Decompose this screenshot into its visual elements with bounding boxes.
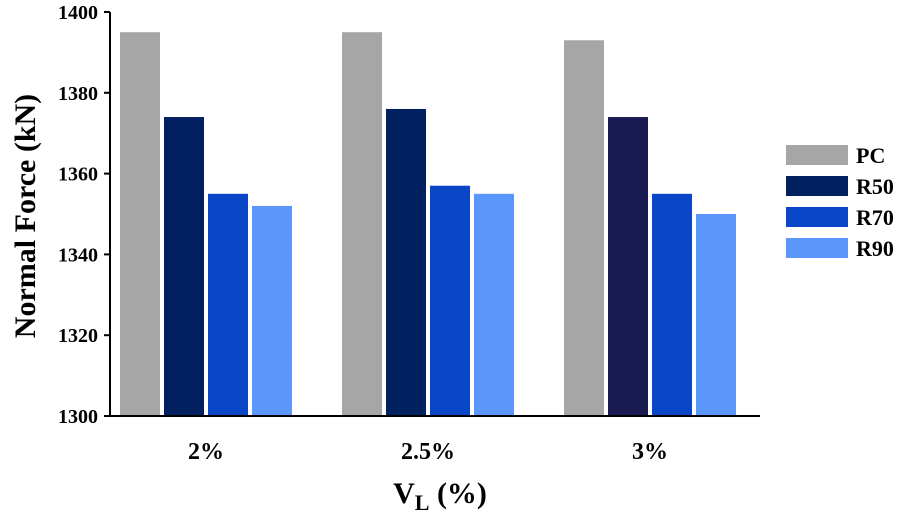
x-axis-title-subscript: L — [415, 490, 430, 514]
bar-r90-0 — [252, 205, 292, 416]
x-axis-title: VL (%) — [393, 477, 487, 514]
bar-r70-1 — [430, 185, 470, 416]
bar-pc-1 — [342, 32, 382, 416]
bar-r50-1 — [386, 108, 426, 417]
legend-swatch-r70 — [786, 207, 848, 227]
legend-label-r50: R50 — [856, 174, 894, 199]
bar-r90-2 — [696, 214, 736, 416]
legend-swatch-pc — [786, 145, 848, 165]
y-tick-label: 1400 — [58, 2, 98, 24]
x-category-label: 3% — [632, 439, 668, 465]
x-category-label: 2.5% — [401, 439, 455, 465]
legend-label-pc: PC — [856, 143, 885, 168]
axes-group — [109, 12, 760, 417]
x-axis-title-main: V — [393, 477, 415, 510]
bar-pc-0 — [120, 32, 160, 416]
bar-r90-1 — [474, 193, 514, 416]
bar-r50-2 — [608, 117, 648, 416]
legend-label-r70: R70 — [856, 205, 894, 230]
y-tick-label: 1300 — [58, 406, 98, 428]
y-tick-label: 1380 — [58, 83, 98, 105]
x-axis-title-rest: (%) — [429, 477, 486, 510]
y-ticks-group: 1300 1320 1340 1360 1380 1400 — [58, 2, 110, 428]
bars-group — [120, 32, 736, 417]
y-tick-label: 1360 — [58, 164, 98, 186]
bar-pc-2 — [564, 40, 604, 416]
y-tick-label: 1340 — [58, 244, 98, 266]
legend-swatch-r90 — [786, 238, 848, 258]
x-category-label: 2% — [188, 439, 224, 465]
y-axis-title: Normal Force (kN) — [9, 94, 42, 338]
legend: PC R50 R70 R90 — [786, 143, 894, 261]
bar-r50-0 — [164, 117, 204, 416]
x-category-labels: 2% 2.5% 3% — [188, 439, 668, 465]
legend-label-r90: R90 — [856, 236, 894, 261]
legend-swatch-r50 — [786, 176, 848, 196]
bar-r70-0 — [208, 193, 248, 416]
bar-r70-2 — [652, 193, 692, 416]
y-tick-label: 1320 — [58, 325, 98, 347]
